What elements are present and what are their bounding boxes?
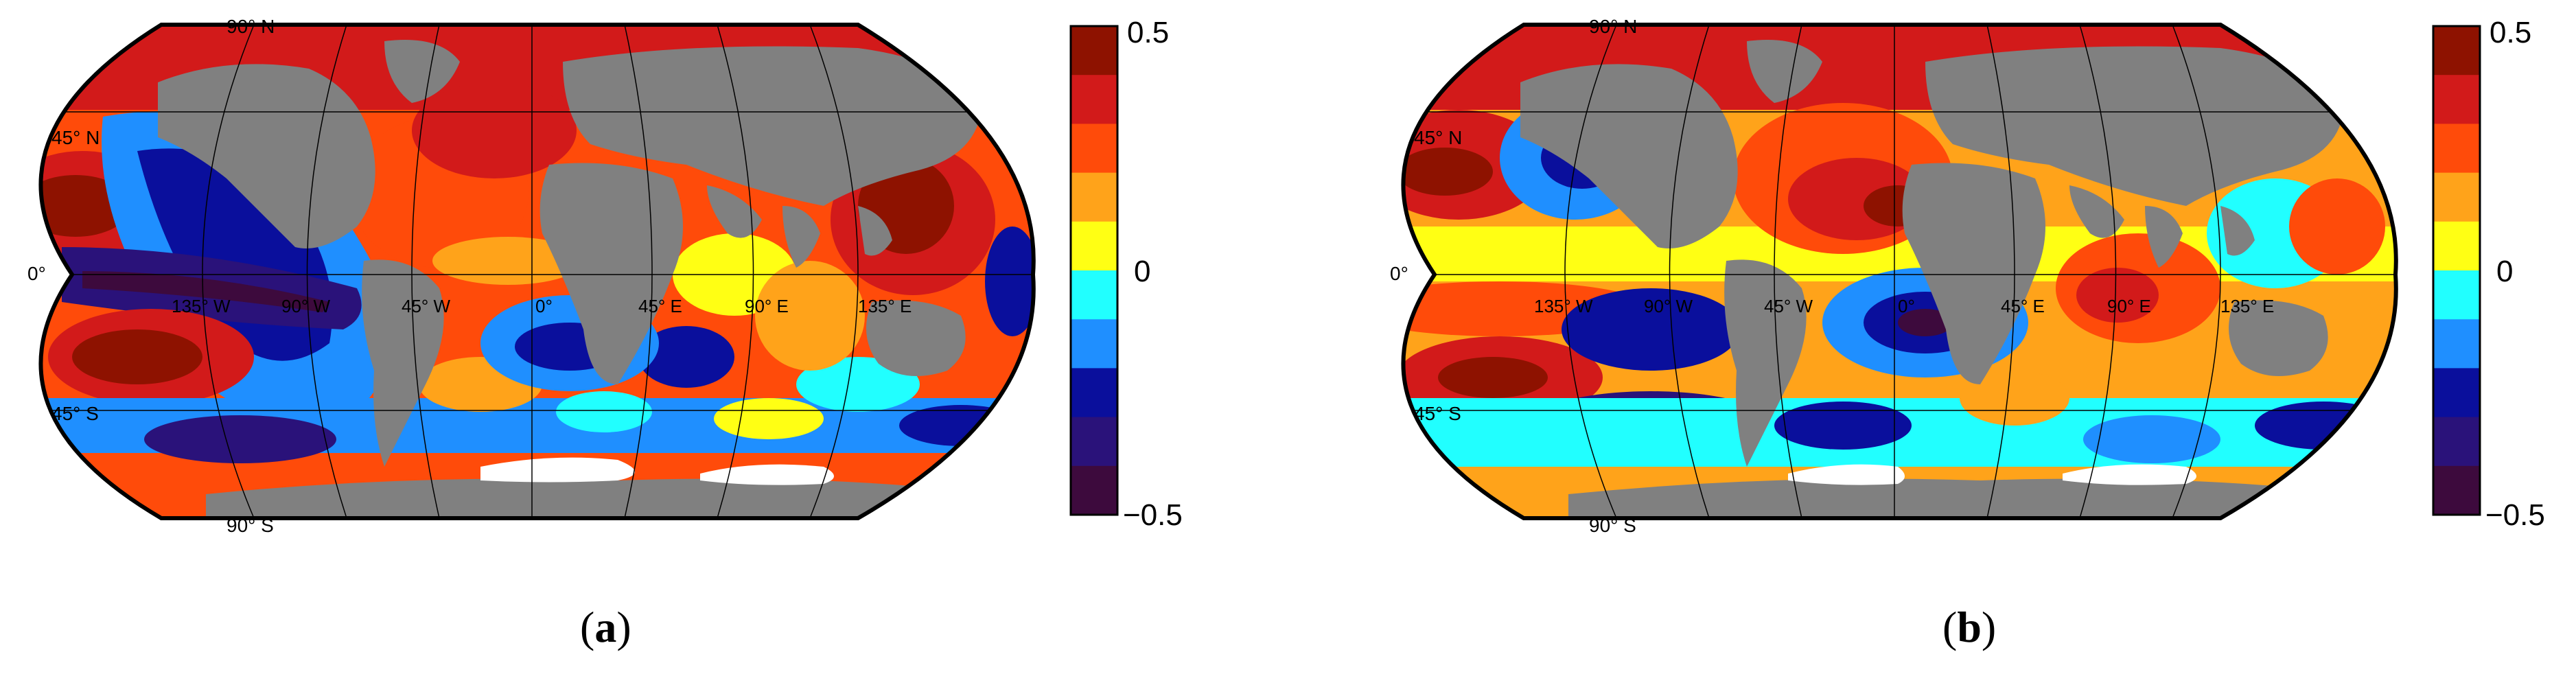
lat-label-45n-a: 45° N <box>51 127 100 148</box>
colorbar-segment <box>1071 319 1117 369</box>
panel-caption-b: (b) <box>1942 603 1996 651</box>
colorbar-segment <box>2433 270 2480 320</box>
lon-label-45e-a: 45° E <box>638 296 682 316</box>
panel-caption-a: (a) <box>580 603 631 651</box>
lat-label-45n-b: 45° N <box>1414 127 1462 148</box>
colorbar-mid-label-a: 0 <box>1134 255 1150 288</box>
colorbar-segment <box>1071 124 1117 174</box>
colorbar-segment <box>1071 75 1117 124</box>
colorbar-mid-label-b: 0 <box>2496 255 2513 288</box>
lat-label-45s-a: 45° S <box>51 403 99 424</box>
lon-label-0-a: 0° <box>535 296 553 316</box>
lat-label-45s-b: 45° S <box>1414 403 1461 424</box>
colorbar-min-label-a: −0.5 <box>1123 498 1183 532</box>
map-a <box>40 25 1034 518</box>
colorbar-segment <box>2433 368 2480 418</box>
colorbar-max-label-b: 0.5 <box>2490 16 2531 49</box>
colorbar-segment <box>2433 26 2480 75</box>
map-outline-a <box>38 23 1036 520</box>
colorbar-frame <box>1069 25 1119 516</box>
colorbar-segment <box>1071 172 1117 222</box>
colorbar-b <box>2432 25 2481 516</box>
lat-label-90s-b: 90° S <box>1589 515 1636 536</box>
colorbar-segment <box>2433 465 2480 515</box>
land-a <box>158 40 995 518</box>
lat-label-90s-a: 90° S <box>227 515 274 536</box>
colorbar-a <box>1069 25 1119 516</box>
lon-label-45w-b: 45° W <box>1764 296 1813 316</box>
lon-label-90e-a: 90° E <box>745 296 789 316</box>
colorbar-segment <box>1071 465 1117 515</box>
colorbar-segment <box>1071 221 1117 271</box>
lat-label-90n-b: 90° N <box>1589 16 1637 37</box>
map-b <box>1403 25 2396 518</box>
colorbar-segment <box>1071 417 1117 467</box>
lon-label-45e-b: 45° E <box>2001 296 2045 316</box>
lon-label-135e-a: 135° E <box>858 296 912 316</box>
lat-label-0-a: 0° <box>27 263 46 284</box>
panel-a: 90° N 45° N 0° 45° S 90° S 135° W 90° W … <box>27 16 1183 651</box>
colorbar-segment <box>2433 172 2480 222</box>
panel-b: 90° N 45° N 0° 45° S 90° S 135° W 90° W … <box>1390 16 2545 651</box>
lon-label-90w-a: 90° W <box>281 296 331 316</box>
colorbar-segment <box>1071 26 1117 75</box>
lon-label-135w-b: 135° W <box>1534 296 1593 316</box>
colorbar-segment <box>1071 368 1117 418</box>
lon-label-135w-a: 135° W <box>172 296 231 316</box>
colorbar-segment <box>1071 270 1117 320</box>
lat-label-0-b: 0° <box>1390 263 1408 284</box>
land-b <box>1520 40 2358 518</box>
colorbar-segment <box>2433 319 2480 369</box>
lon-label-135e-b: 135° E <box>2220 296 2274 316</box>
colorbar-segment <box>2433 75 2480 124</box>
lon-labels-a: 135° W 90° W 45° W 0° 45° E 90° E 135° E <box>172 296 912 316</box>
lat-label-90n-a: 90° N <box>227 16 275 37</box>
graticule-b <box>1403 25 2396 518</box>
colorbar-frame <box>2432 25 2481 516</box>
map-outline-b <box>1401 23 2398 520</box>
lon-label-0-b: 0° <box>1898 296 1915 316</box>
colorbar-min-label-b: −0.5 <box>2485 498 2545 532</box>
lon-label-90w-b: 90° W <box>1644 296 1693 316</box>
lon-label-45w-a: 45° W <box>402 296 451 316</box>
lon-label-90e-b: 90° E <box>2107 296 2151 316</box>
lon-labels-b: 135° W 90° W 45° W 0° 45° E 90° E 135° E <box>1534 296 2274 316</box>
colorbar-segment <box>2433 221 2480 271</box>
colorbar-segment <box>2433 417 2480 467</box>
colorbar-max-label-a: 0.5 <box>1127 16 1169 49</box>
colorbar-segment <box>2433 124 2480 174</box>
